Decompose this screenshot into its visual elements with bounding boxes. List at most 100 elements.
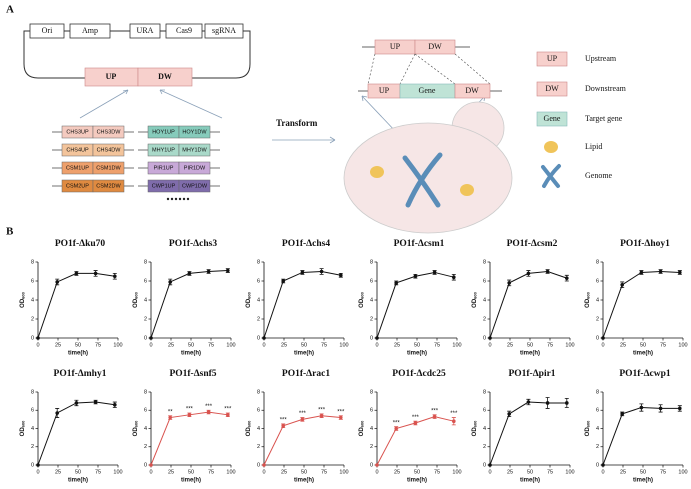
x-axis-label: time(h) [294,478,314,484]
data-point [507,281,512,285]
data-point [545,401,550,405]
data-point [452,275,456,280]
data-point [601,463,605,467]
y-tick-label: 8 [483,259,486,265]
series-line [602,407,680,466]
x-tick-label: 75 [434,342,440,348]
y-tick-label: 8 [370,389,373,395]
data-point [658,406,663,411]
chart: PO1f-Δcdc25 0 2 4 6 8 0 25 50 75 100 time(h) OD600 **… [359,369,462,483]
legend-label: Upstream [585,54,617,63]
data-point [113,402,117,407]
data-point [413,274,418,279]
chart: PO1f-Δcsm1 0 2 4 6 8 0 25 50 75 100 time(h) OD600 [359,239,462,356]
series-line [263,415,341,466]
data-point [300,270,305,275]
gene-label: CSM1DW [96,165,121,171]
x-tick-label: 25 [394,469,400,475]
series-line [602,270,680,339]
data-point [339,415,343,420]
significance: *** [431,408,439,414]
locus-up: UP [379,86,390,95]
chart-title: PO1f-Δrac1 [282,369,330,379]
legend-symbol: DW [545,84,559,93]
y-label-main: OD [133,427,139,437]
x-tick-label: 50 [301,342,307,348]
x-tick-label: 100 [226,469,235,475]
y-label-subscript: 600 [473,291,478,298]
significance: *** [337,409,345,415]
x-tick-label: 100 [565,469,574,475]
x-tick-label: 50 [640,342,646,348]
y-label-subscript: 600 [21,291,26,298]
x-tick-label: 100 [678,342,687,348]
data-point [55,280,59,284]
y-tick-label: 0 [31,462,34,468]
significance: *** [205,404,213,410]
series-line [489,270,567,339]
gene-box [178,179,211,193]
data-point [187,271,192,276]
data-point [394,281,399,285]
chart-title: PO1f-Δcsm2 [507,239,558,249]
chart-title: PO1f-Δcsm1 [394,239,445,249]
transform-label: Transform [276,118,318,128]
y-tick-label: 6 [144,408,147,414]
x-tick-label: 25 [507,469,513,475]
significance: *** [318,407,326,413]
x-tick-label: 100 [452,342,461,348]
data-point [620,283,624,287]
series-line [37,401,115,466]
gene-label: CSM1UP [66,165,89,171]
gene-label: CHS4DW [97,147,122,153]
x-tick-label: 25 [620,469,626,475]
y-label-subscript: 600 [247,420,252,427]
y-axis-label: OD600 [359,291,365,307]
y-tick-label: 2 [144,316,147,322]
x-tick-label: 75 [321,342,327,348]
y-axis-label: OD600 [472,291,478,307]
significance: *** [186,407,194,413]
chart: PO1f-Δchs4 0 2 4 6 8 0 25 50 75 100 time(h) OD600 [246,239,349,356]
x-tick-label: 75 [660,469,666,475]
data-point [168,415,172,420]
x-axis-label: time(h) [633,478,653,484]
gene-box [92,143,125,157]
data-point [168,280,172,284]
data-point [93,271,98,276]
data-point [281,279,286,283]
data-point [413,421,418,425]
data-point [319,413,324,418]
plasmid-backbone [23,30,251,79]
x-tick-label: 0 [262,469,265,475]
yeast-cell [343,101,513,234]
y-tick-label: 6 [144,278,147,284]
data-point [658,269,663,274]
y-label-main: OD [359,427,365,437]
y-label-subscript: 600 [21,420,26,427]
legend: UP Upstream DW Downstream Gene Target gene … [536,51,627,188]
y-tick-label: 0 [596,335,599,341]
y-label-main: OD [133,298,139,308]
gene-label: HOY1UP [152,129,175,135]
y-axis-label: OD600 [585,420,591,436]
y-tick-label: 0 [144,462,147,468]
y-tick-label: 2 [370,316,373,322]
x-tick-label: 50 [527,469,533,475]
insert-up: UP [106,72,117,81]
chart-title: PO1f-Δcwp1 [619,369,671,379]
gene-label: PIR1DW [184,165,206,171]
y-label-subscript: 600 [360,420,365,427]
data-point [526,271,531,276]
y-label-main: OD [246,427,252,437]
significance: *** [299,411,307,417]
x-tick-label: 50 [75,342,81,348]
x-tick-label: 100 [339,469,348,475]
x-tick-label: 50 [527,342,533,348]
x-tick-label: 0 [36,469,39,475]
y-label-subscript: 600 [360,291,365,298]
plasmid-label: Amp [82,26,98,35]
gene-label: HOY1DW [182,129,207,135]
plasmid-label: Ori [42,26,53,35]
